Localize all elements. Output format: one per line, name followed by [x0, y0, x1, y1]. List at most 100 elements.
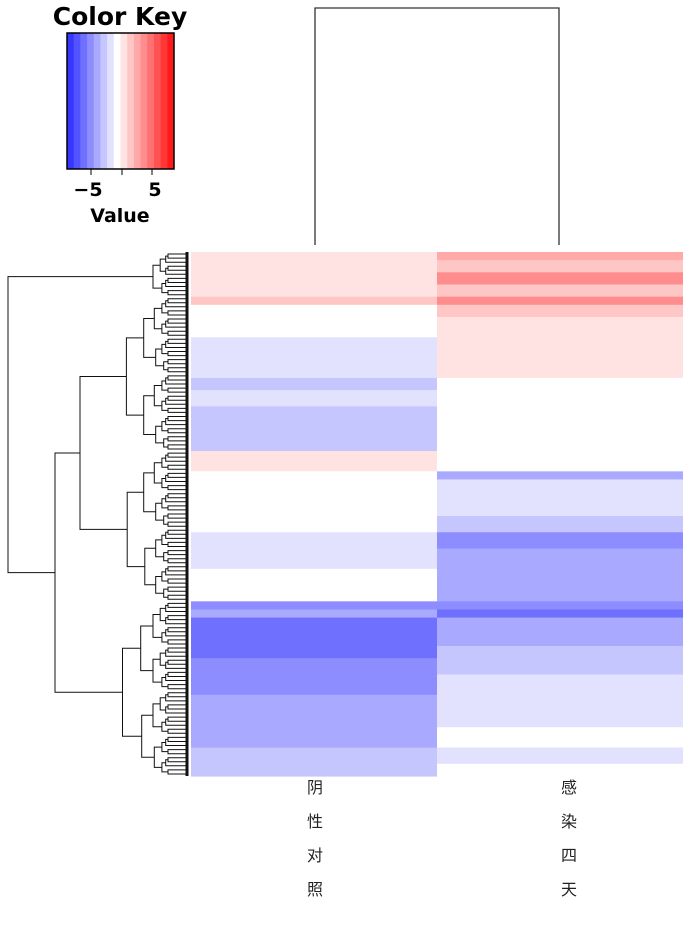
- heatmap-cell-negative-control: [191, 572, 437, 578]
- heatmap-cell-negative-control: [191, 593, 437, 598]
- heatmap-cell-infected-day4: [437, 633, 683, 639]
- heatmap-cell-negative-control: [191, 568, 437, 574]
- heatmap-cell-negative-control: [191, 365, 437, 371]
- heatmap-cell-negative-control: [191, 601, 437, 606]
- dendrogram-branch: [165, 718, 186, 726]
- dendrogram-branch: [167, 505, 186, 511]
- heatmap-cell-negative-control: [191, 325, 437, 330]
- heatmap-cell-negative-control: [191, 613, 437, 619]
- heatmap-cell-infected-day4: [437, 548, 683, 554]
- heatmap-cell-infected-day4: [437, 272, 683, 277]
- heatmap-cell-negative-control: [191, 731, 437, 736]
- dendrogram-branch: [167, 513, 186, 519]
- dendrogram-branch: [167, 602, 186, 608]
- dendrogram-branch: [165, 759, 186, 767]
- dendrogram-branch: [161, 677, 169, 688]
- heatmap-cell-infected-day4: [437, 739, 683, 745]
- heatmap-cell-infected-day4: [437, 629, 683, 635]
- heatmap-cell-infected-day4: [437, 581, 683, 586]
- heatmap-cell-infected-day4: [437, 625, 683, 631]
- heatmap-cell-infected-day4: [437, 414, 683, 420]
- heatmap-cell-infected-day4: [437, 268, 683, 273]
- heatmap-cell-infected-day4: [437, 276, 683, 282]
- dendrogram-branch: [159, 697, 166, 711]
- heatmap-cell-negative-control: [191, 532, 437, 537]
- heatmap-cell-infected-day4: [437, 296, 683, 302]
- heatmap-cell-negative-control: [191, 625, 437, 631]
- dendrogram-branch: [165, 474, 186, 482]
- heatmap-cell-infected-day4: [437, 475, 683, 481]
- heatmap-cell-negative-control: [191, 353, 437, 359]
- heatmap-cell-negative-control: [191, 321, 437, 326]
- heatmap-cell-infected-day4: [437, 422, 683, 428]
- heatmap-cell-negative-control: [191, 609, 437, 615]
- heatmap-cell-infected-day4: [437, 252, 683, 257]
- dendrogram-branch: [167, 728, 186, 734]
- heatmap-cell-negative-control: [191, 349, 437, 355]
- column-label-char: 照: [307, 880, 323, 899]
- heatmap-cell-infected-day4: [437, 284, 683, 290]
- dendrogram-branch: [167, 627, 186, 633]
- heatmap-cell-negative-control: [191, 686, 437, 692]
- dendrogram-branch: [167, 639, 186, 645]
- column-label-char: 对: [307, 846, 323, 865]
- heatmap-cell-infected-day4: [437, 641, 683, 647]
- heatmap-cell-negative-control: [191, 329, 437, 334]
- heatmap-cell-negative-control: [191, 475, 437, 481]
- dendrogram-branch: [161, 457, 169, 468]
- heatmap-cell-negative-control: [191, 296, 437, 302]
- dendrogram-branch: [161, 534, 169, 545]
- heatmap-cell-negative-control: [191, 759, 437, 765]
- heatmap-cell-infected-day4: [437, 369, 683, 375]
- heatmap-cell-infected-day4: [437, 520, 683, 525]
- heatmap-cell-infected-day4: [437, 260, 683, 265]
- heatmap-cell-infected-day4: [437, 345, 683, 351]
- dendrogram-branch: [167, 330, 186, 336]
- dendrogram-branch: [141, 714, 155, 758]
- heatmap-cell-negative-control: [191, 662, 437, 667]
- heatmap-cell-infected-day4: [437, 617, 683, 623]
- heatmap-cell-infected-day4: [437, 503, 683, 509]
- heatmap-cell-negative-control: [191, 719, 437, 724]
- column-label-char: 阴: [307, 778, 323, 797]
- dendrogram-branch: [155, 539, 164, 558]
- dendrogram-branch: [167, 550, 186, 556]
- dendrogram-branch: [167, 594, 186, 600]
- heatmap-cell-negative-control: [191, 654, 437, 659]
- heatmap-cell-infected-day4: [437, 373, 683, 379]
- heatmap-cell-infected-day4: [437, 451, 683, 456]
- dendrogram-branch: [167, 359, 186, 365]
- dendrogram-branch: [167, 485, 186, 491]
- dendrogram-branch: [161, 303, 169, 314]
- heatmap-cell-negative-control: [191, 256, 437, 261]
- heatmap-cell-infected-day4: [437, 483, 683, 489]
- dendrogram-branch: [165, 495, 186, 503]
- heatmap-cell-infected-day4: [437, 564, 683, 570]
- heatmap-cell-negative-control: [191, 422, 437, 428]
- dendrogram-branch: [161, 400, 169, 411]
- dendrogram-branch: [167, 351, 186, 357]
- dendrogram-branch: [167, 716, 186, 722]
- dendrogram-branch: [167, 578, 186, 584]
- heatmap-cell-negative-control: [191, 564, 437, 570]
- column-label-char: 天: [561, 880, 577, 899]
- heatmap-cell-negative-control: [191, 479, 437, 485]
- dendrogram-branch: [167, 253, 186, 259]
- heatmap-cell-infected-day4: [437, 536, 683, 541]
- heatmap-cell-negative-control: [191, 581, 437, 586]
- dendrogram-branch: [167, 428, 186, 434]
- heatmap-cell-negative-control: [191, 390, 437, 395]
- heatmap-cell-infected-day4: [437, 321, 683, 326]
- heatmap-cell-infected-day4: [437, 735, 683, 741]
- heatmap-cell-negative-control: [191, 702, 437, 708]
- dendrogram-branch: [153, 746, 162, 768]
- dendrogram-branch: [167, 387, 186, 393]
- heatmap-cell-negative-control: [191, 747, 437, 753]
- heatmap-cell-infected-day4: [437, 552, 683, 558]
- heatmap-cell-negative-control: [191, 706, 437, 712]
- heatmap-cell-infected-day4: [437, 426, 683, 432]
- heatmap-cell-infected-day4: [437, 747, 683, 753]
- heatmap-cell-infected-day4: [437, 353, 683, 359]
- heatmap-cell-infected-day4: [437, 406, 683, 412]
- color-key-bands: [67, 33, 175, 169]
